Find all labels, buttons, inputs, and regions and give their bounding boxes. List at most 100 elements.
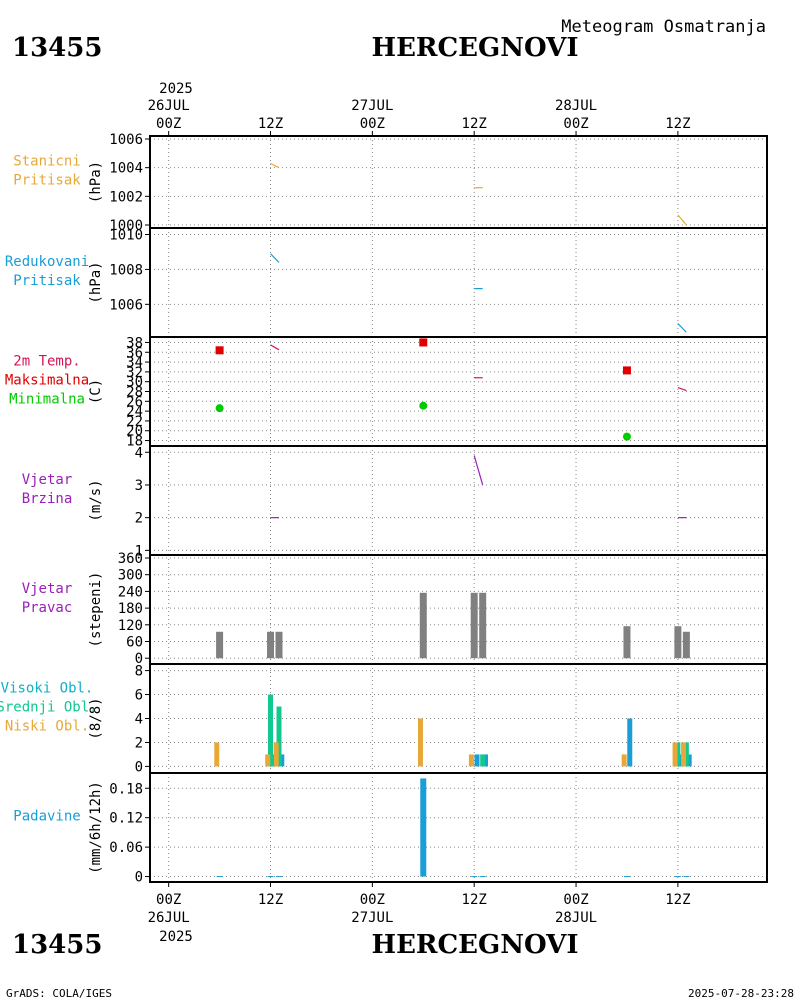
footer-station-id: 13455: [12, 930, 102, 960]
bottom-date-label: 28JUL: [555, 910, 597, 926]
cloud-bar: [270, 754, 276, 767]
panel-label: Visoki Obl.: [1, 681, 94, 697]
y-tick-label: 1004: [109, 161, 143, 177]
cloud-bar: [468, 754, 474, 767]
bar: [216, 876, 223, 878]
bar: [479, 592, 487, 659]
panel-frame: [149, 445, 768, 556]
panel-oblaci: 0 2 4 6 8 (8/8)Visoki Obl. Srednji Obl. Niski O…: [0, 663, 768, 775]
y-tick-label: 4: [135, 445, 143, 461]
y-tick-label: 0.12: [109, 811, 143, 827]
bar: [623, 876, 630, 878]
cloud-bar: [268, 694, 274, 767]
y-tick-label: 1008: [109, 262, 143, 278]
panel-label: Redukovani: [5, 254, 89, 270]
cloud-bar: [678, 754, 684, 767]
top-date-label: 27JUL: [351, 98, 393, 114]
series-line-segment: [270, 253, 280, 263]
y-tick-label: 0: [135, 759, 143, 775]
series-line-segment: [677, 214, 687, 226]
y-tick-label: 30: [126, 375, 143, 391]
y-tick-label: 240: [118, 584, 143, 600]
min-temp-marker: [419, 401, 428, 410]
max-temp-marker: [622, 366, 631, 375]
y-tick-label: 3: [135, 478, 143, 494]
y-tick-label: 32: [126, 365, 143, 381]
series-line-segment: [473, 455, 484, 486]
y-axis-unit: (C): [88, 379, 104, 404]
y-axis-unit: (stepeni): [88, 572, 104, 648]
station-name: HERCEGNOVI: [372, 33, 579, 63]
top-time-label: 00Z: [156, 116, 181, 132]
y-tick-label: 0: [135, 870, 143, 886]
bottom-time-label: 12Z: [462, 892, 487, 908]
top-time-label: 00Z: [360, 116, 385, 132]
y-axis-unit: (hPa): [88, 161, 104, 203]
y-tick-label: 6: [135, 688, 143, 704]
panel-label: Niski Obl.: [5, 719, 89, 735]
bar: [683, 876, 690, 878]
panel-label: 2m Temp.: [13, 354, 80, 370]
y-tick-label: 0.06: [109, 840, 143, 856]
y-tick-label: 2: [135, 735, 143, 751]
bottom-time-label: 12Z: [665, 892, 690, 908]
cloud-bar: [681, 742, 687, 767]
y-tick-label: 1006: [109, 297, 143, 313]
bottom-time-label: 00Z: [360, 892, 385, 908]
y-tick-label: 24: [126, 404, 143, 420]
y-axis-unit: (m/s): [88, 479, 104, 521]
timestamp-text: 2025-07-28-23:28: [688, 987, 794, 1000]
y-tick-label: 2: [135, 511, 143, 527]
cloud-bar: [265, 754, 271, 767]
y-tick-label: 1006: [109, 132, 143, 148]
cloud-bar: [276, 706, 282, 767]
cloud-bar: [273, 742, 279, 767]
y-tick-label: 120: [118, 618, 143, 634]
bar: [216, 631, 224, 659]
panel-label: Stanicni: [13, 154, 80, 170]
bar: [479, 876, 486, 878]
footer-station-name: HERCEGNOVI: [372, 930, 579, 960]
series-line-segment: [677, 387, 687, 392]
top-date-label: 28JUL: [555, 98, 597, 114]
y-tick-label: 1002: [109, 189, 143, 205]
cloud-bar: [474, 754, 480, 767]
station-id: 13455: [12, 33, 102, 63]
y-tick-label: 180: [118, 601, 143, 617]
panel-label: Minimalna: [9, 392, 85, 408]
bar: [419, 592, 427, 659]
cloud-bar: [417, 718, 423, 767]
bottom-date-label: 27JUL: [351, 910, 393, 926]
bar: [674, 876, 681, 878]
bottom-time-label: 00Z: [156, 892, 181, 908]
bottom-date-label: 26JUL: [148, 910, 190, 926]
max-temp-marker: [215, 346, 224, 355]
cloud-bar: [214, 742, 220, 767]
bottom-time-label: 12Z: [258, 892, 283, 908]
cloud-bar: [627, 718, 633, 767]
bar: [276, 876, 283, 878]
cloud-bar: [480, 754, 486, 767]
credit-text: GrADS: COLA/IGES: [6, 987, 112, 1000]
cloud-bar: [482, 754, 488, 767]
y-tick-label: 38: [126, 335, 143, 351]
bar: [471, 876, 478, 878]
bottom-time-label: 00Z: [563, 892, 588, 908]
bar: [420, 778, 427, 877]
panel-padavine: 0 0.06 0.12 0.18 (mm/6h/12h) Padavine: [13, 772, 768, 886]
y-axis-unit: (mm/6h/12h): [88, 781, 104, 874]
y-tick-label: 360: [118, 551, 143, 567]
y-tick-label: 22: [126, 414, 143, 430]
top-date-label: 26JUL: [148, 98, 190, 114]
y-tick-label: 60: [126, 635, 143, 651]
max-temp-marker: [419, 338, 428, 347]
bar: [267, 631, 275, 659]
panel-label: Vjetar: [22, 581, 73, 597]
year-label-top: 2025: [159, 81, 193, 97]
y-tick-label: 18: [126, 434, 143, 450]
bar: [674, 626, 682, 659]
cloud-bar: [683, 742, 689, 767]
y-axis-unit: (8/8): [88, 697, 104, 739]
year-label-bottom: 2025: [159, 929, 193, 945]
